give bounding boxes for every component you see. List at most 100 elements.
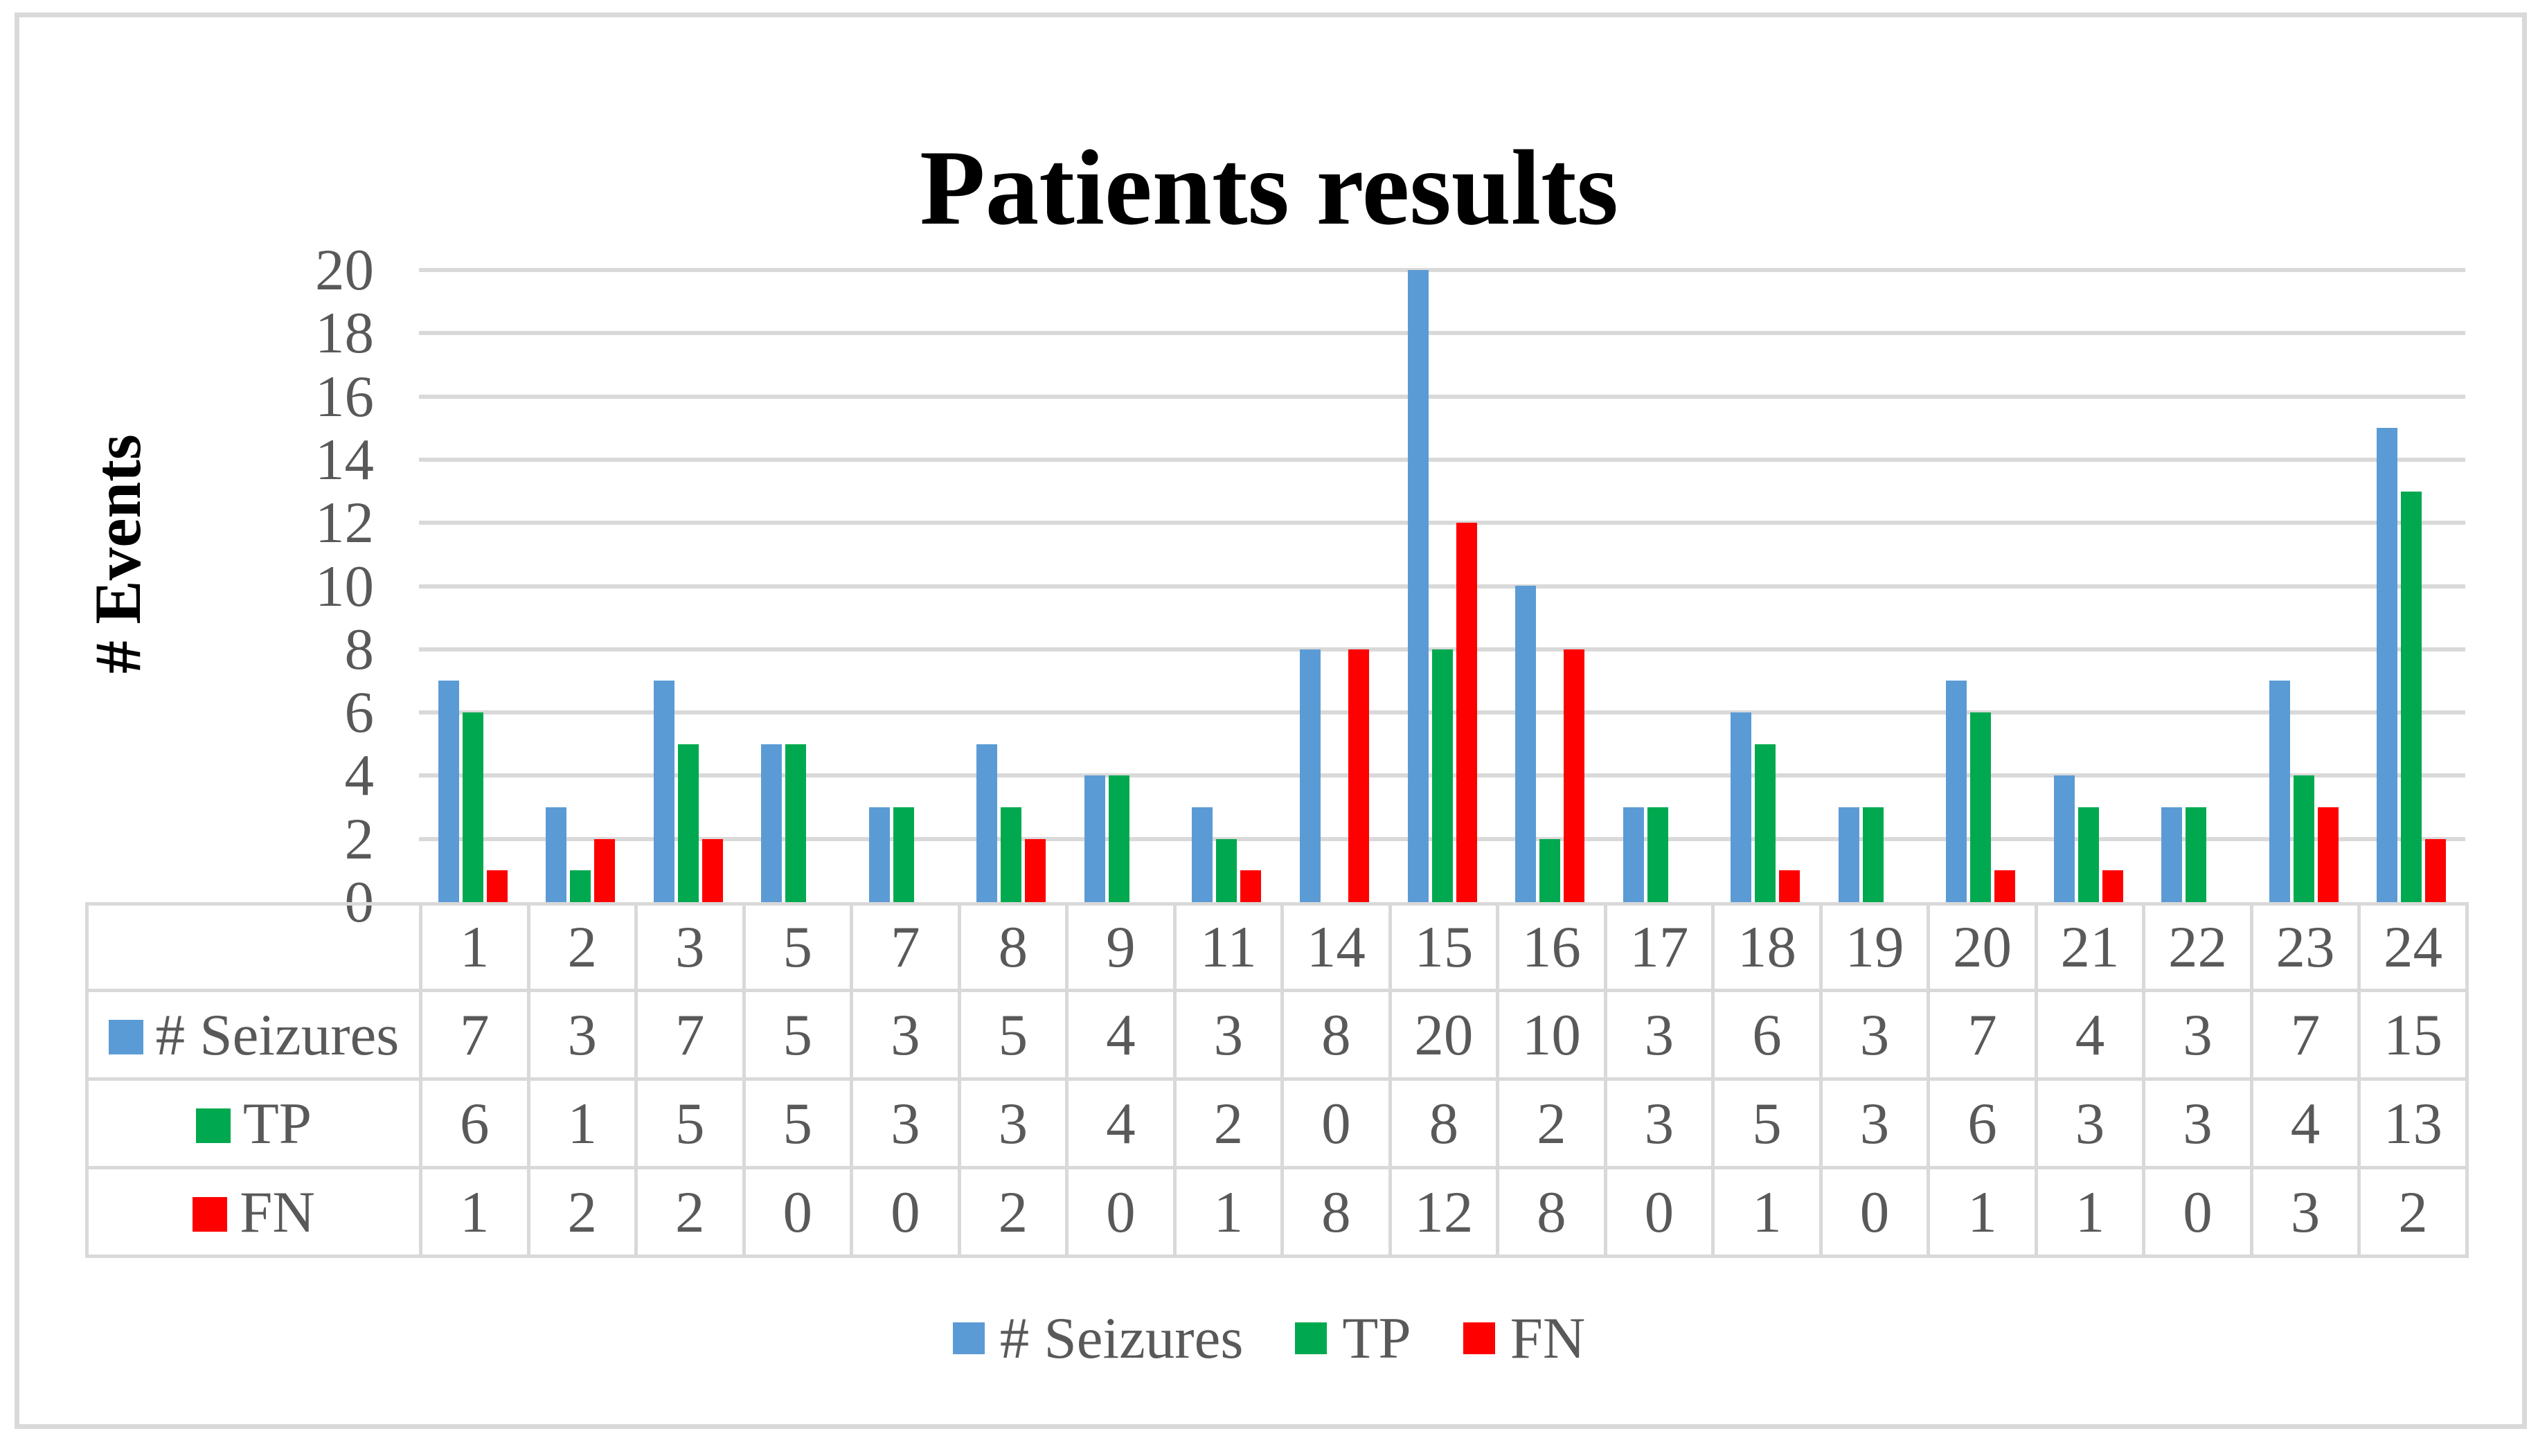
table-cell: 2 (1496, 1077, 1607, 1169)
table-cell: 8 (1280, 989, 1392, 1081)
bar-tp (1862, 807, 1884, 902)
bar-seizures (976, 744, 998, 902)
bar-seizures (1838, 807, 1859, 902)
bar-tp (893, 807, 914, 902)
legend-swatch-icon (952, 1322, 985, 1354)
category-label: 19 (1818, 902, 1931, 992)
bar-seizures (2053, 775, 2075, 902)
table-corner-blank (85, 902, 422, 992)
series-swatch-icon (108, 1020, 143, 1054)
bar-fn (594, 839, 616, 902)
bar-tp (785, 744, 807, 902)
bar-tp (2293, 775, 2314, 902)
legend-label: TP (1342, 1306, 1411, 1371)
bar-fn (2317, 807, 2339, 902)
bar-seizures (1299, 649, 1321, 902)
series-label-cell: # Seizures (85, 989, 422, 1081)
bar-seizures (1084, 775, 1105, 902)
table-cell: 10 (1496, 989, 1607, 1081)
table-cell: 12 (1388, 1166, 1500, 1258)
table-cell: 3 (957, 1077, 1069, 1169)
y-tick-label: 2 (344, 806, 375, 872)
table-cell: 1 (419, 1166, 530, 1258)
category-label: 21 (2034, 902, 2146, 992)
bar-tp (570, 870, 591, 902)
table-cell: 0 (1280, 1077, 1392, 1169)
table-cell: 7 (419, 989, 530, 1081)
table-cell: 8 (1280, 1166, 1392, 1258)
table-cell: 5 (1711, 1077, 1823, 1169)
y-tick-label: 14 (315, 426, 374, 492)
bar-seizures (868, 807, 890, 902)
bar-seizures (2377, 428, 2398, 902)
series-label-cell: FN (85, 1166, 422, 1258)
gridline (419, 268, 2465, 272)
series-name: FN (240, 1179, 315, 1245)
bar-fn (1779, 870, 1800, 902)
chart-title: Patients results (920, 127, 1618, 247)
bar-fn (1240, 870, 1262, 902)
table-cell: 3 (850, 1077, 961, 1169)
bar-tp (1970, 712, 1992, 902)
table-cell: 8 (1496, 1166, 1607, 1258)
table-cell: 3 (1172, 989, 1285, 1081)
table-cell: 0 (850, 1166, 961, 1258)
series-name: TP (242, 1090, 312, 1156)
bar-tp (1431, 649, 1453, 902)
gridline (419, 394, 2465, 399)
table-row: TP 6 1 5 5 3 3 4 2 0 8 2 3 5 3 6 3 3 4 13 (85, 1077, 2469, 1169)
table-cell: 2 (526, 1166, 638, 1258)
series-swatch-icon (193, 1197, 228, 1232)
bar-seizures (1407, 270, 1429, 902)
bar-fn (701, 839, 723, 902)
table-cell: 3 (2034, 1077, 2146, 1169)
table-row: FN 1 2 2 0 0 2 0 1 8 12 8 0 1 0 1 1 0 3 2 (85, 1166, 2469, 1258)
bar-seizures (1192, 807, 1213, 902)
series-name: # Seizures (155, 1002, 400, 1068)
category-label: 2 (526, 902, 638, 992)
table-cell: 4 (1065, 989, 1177, 1081)
series-swatch-icon (195, 1108, 231, 1143)
category-label: 9 (1065, 902, 1177, 992)
table-cell: 6 (1711, 989, 1823, 1081)
y-tick-label: 8 (344, 616, 375, 682)
category-label: 23 (2249, 902, 2361, 992)
chart-data-table: 1 2 3 5 7 8 9 11 14 15 16 17 18 19 20 21 22 23 24 # Seizure… (85, 902, 2469, 1258)
bar-tp (1001, 807, 1022, 902)
y-tick-label: 12 (315, 490, 374, 556)
category-label: 3 (634, 902, 746, 992)
category-label: 15 (1388, 902, 1500, 992)
table-cell: 1 (2034, 1166, 2146, 1258)
table-cell: 5 (742, 989, 854, 1081)
bar-tp (1755, 744, 1776, 902)
legend-item: FN (1463, 1305, 1586, 1372)
bar-seizures (653, 681, 674, 902)
y-axis-title: # Events (81, 434, 154, 674)
table-cell: 1 (1927, 1166, 2038, 1258)
bar-fn (1348, 649, 1369, 902)
table-cell: 2 (634, 1166, 746, 1258)
table-cell: 8 (1388, 1077, 1500, 1169)
bar-seizures (2269, 681, 2290, 902)
legend: # Seizures TP FN (0, 1305, 2538, 1372)
table-cell: 3 (2249, 1166, 2361, 1258)
category-label: 7 (850, 902, 961, 992)
table-cell: 7 (634, 989, 746, 1081)
bar-fn (2102, 870, 2123, 902)
bar-fn (1456, 523, 1477, 902)
table-cell: 2 (2357, 1166, 2469, 1258)
y-tick-label: 4 (344, 743, 375, 809)
bar-tp (2186, 807, 2207, 902)
table-cell: 20 (1388, 989, 1500, 1081)
plot-area (419, 268, 2465, 902)
bar-seizures (1515, 586, 1537, 902)
y-tick-label: 10 (315, 553, 374, 619)
bar-tp (1108, 775, 1129, 902)
y-tick-label: 18 (315, 300, 374, 366)
legend-label: FN (1510, 1306, 1586, 1371)
table-cell: 2 (957, 1166, 1069, 1258)
table-cell: 0 (1603, 1166, 1715, 1258)
table-cell: 4 (2249, 1077, 2361, 1169)
table-cell: 13 (2357, 1077, 2469, 1169)
y-tick-label: 6 (344, 680, 375, 746)
